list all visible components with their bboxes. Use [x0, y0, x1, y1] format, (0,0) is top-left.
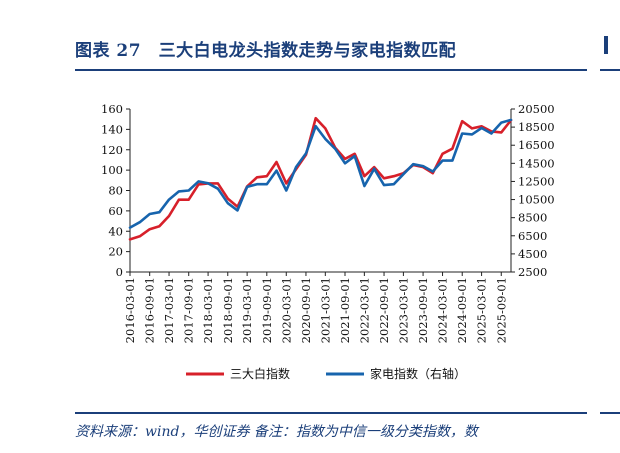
x-tick-label: 2024-09-01: [455, 277, 469, 343]
chart-title: 图表 27 三大白电龙头指数走势与家电指数匹配: [75, 41, 457, 61]
right-tick-label: 2500: [518, 265, 547, 279]
x-tick-label: 2016-03-01: [123, 277, 137, 343]
x-tick-label: 2023-03-01: [396, 277, 410, 343]
next-figure-footer-rule: [600, 412, 620, 414]
right-tick-label: 4500: [518, 247, 547, 261]
x-tick-label: 2022-03-01: [357, 277, 371, 343]
chart-axes: 0 20 40 60 80 100 120 140 160 2500 4500 6500 8500 105…: [101, 102, 555, 343]
x-tick-label: 2023-09-01: [416, 277, 430, 343]
left-tick-label: 160: [101, 102, 123, 116]
right-tick-label: 10500: [518, 193, 555, 207]
x-tick-label: 2021-03-01: [318, 277, 332, 343]
left-tick-label: 80: [108, 184, 123, 198]
x-tick-label: 2021-09-01: [338, 277, 352, 343]
x-tick-label: 2017-03-01: [162, 277, 176, 343]
left-tick-label: 0: [116, 265, 123, 279]
source-note: 资料来源：wind，华创证券 备注：指数为中信一级分类指数，数: [75, 424, 478, 440]
right-tick-label: 12500: [518, 174, 555, 188]
x-tick-label: 2025-03-01: [475, 277, 489, 343]
right-tick-label: 18500: [518, 120, 555, 134]
x-tick-label: 2018-03-01: [201, 277, 215, 343]
chart-legend: 三大白指数 家电指数（右轴）: [186, 366, 466, 381]
right-tick-label: 20500: [518, 102, 555, 116]
x-tick-label: 2019-09-01: [260, 277, 274, 343]
series-line-sandabai: [128, 116, 513, 241]
left-tick-label: 40: [108, 224, 123, 238]
left-tick-label: 20: [108, 245, 123, 259]
next-figure-edge: [604, 36, 620, 54]
legend-label: 三大白指数: [230, 366, 290, 381]
x-tick-label: 2020-03-01: [279, 277, 293, 343]
series-line-jiadian: [128, 118, 513, 229]
x-tick-label: 2025-09-01: [494, 277, 508, 343]
left-tick-label: 60: [108, 204, 123, 218]
x-tick-label: 2024-03-01: [436, 277, 450, 343]
legend-label: 家电指数（右轴）: [370, 366, 466, 381]
title-underline: [75, 69, 587, 71]
x-tick-label: 2016-09-01: [143, 277, 157, 343]
x-tick-label: 2022-09-01: [377, 277, 391, 343]
footer-rule: [75, 412, 587, 414]
x-tick-label: 2020-09-01: [299, 277, 313, 343]
right-tick-label: 8500: [518, 211, 547, 225]
right-tick-label: 14500: [518, 156, 555, 170]
x-tick-label: 2019-03-01: [240, 277, 254, 343]
left-tick-label: 120: [101, 143, 123, 157]
chart-series: [128, 116, 513, 241]
x-tick-label: 2018-09-01: [221, 277, 235, 343]
right-tick-label: 6500: [518, 229, 547, 243]
left-tick-label: 100: [101, 163, 123, 177]
next-figure-rule: [600, 69, 620, 71]
left-tick-label: 140: [101, 122, 123, 136]
x-tick-label: 2017-09-01: [182, 277, 196, 343]
right-tick-label: 16500: [518, 138, 555, 152]
line-chart: 0 20 40 60 80 100 120 140 160 2500 4500 6500 8500 105…: [101, 102, 555, 381]
